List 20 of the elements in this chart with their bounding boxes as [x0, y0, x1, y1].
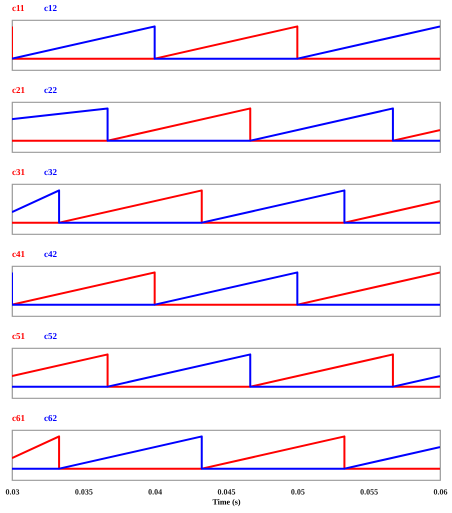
- text: c51: [12, 331, 26, 341]
- text: c42: [44, 249, 58, 259]
- x-tick-label: 0.03: [6, 488, 20, 496]
- text: c12: [44, 3, 58, 13]
- series-label: c11: [12, 3, 25, 13]
- text: c21: [12, 85, 26, 95]
- x-tick-label: 0.04: [148, 488, 162, 496]
- text: c52: [44, 331, 58, 341]
- text: c22: [44, 85, 58, 95]
- x-tick-label: 0.035: [74, 488, 93, 496]
- x-axis-title: Time (s): [212, 498, 241, 506]
- text: c61: [12, 413, 26, 423]
- x-tick-label: 0.05: [290, 488, 305, 496]
- series-label: c32: [44, 167, 58, 177]
- text: c62: [44, 413, 58, 423]
- x-tick-label: 0.045: [218, 488, 236, 496]
- x-tick-label: 0.06: [434, 488, 448, 496]
- text: c31: [12, 167, 26, 177]
- x-tick-label: 0.055: [360, 488, 378, 496]
- text: c41: [12, 249, 26, 259]
